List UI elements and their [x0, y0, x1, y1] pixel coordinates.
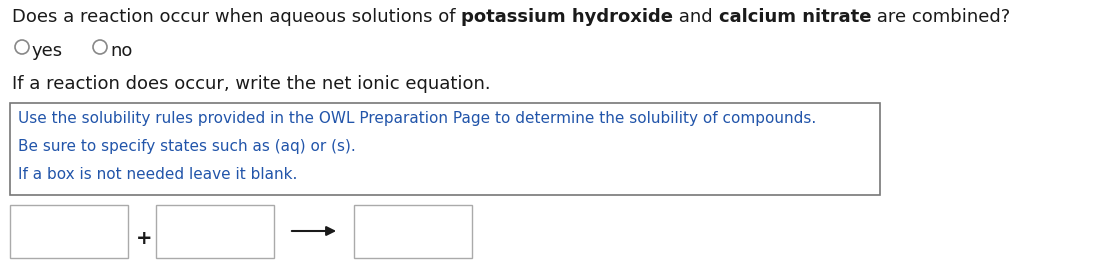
Text: If a reaction does occur, write the net ionic equation.: If a reaction does occur, write the net … — [12, 75, 491, 93]
Text: Use the solubility rules provided in the OWL Preparation Page to determine the s: Use the solubility rules provided in the… — [18, 111, 816, 126]
Bar — [10, 103, 880, 195]
Text: calcium nitrate: calcium nitrate — [719, 8, 871, 26]
Text: yes: yes — [32, 42, 63, 60]
Bar — [354, 205, 472, 258]
Text: +: + — [136, 229, 152, 248]
Text: potassium hydroxide: potassium hydroxide — [462, 8, 673, 26]
Text: and: and — [673, 8, 719, 26]
Bar — [157, 205, 274, 258]
Bar — [10, 205, 127, 258]
Text: are combined?: are combined? — [871, 8, 1011, 26]
Text: If a box is not needed leave it blank.: If a box is not needed leave it blank. — [18, 167, 297, 182]
Text: Does a reaction occur when aqueous solutions of: Does a reaction occur when aqueous solut… — [12, 8, 462, 26]
Text: no: no — [110, 42, 132, 60]
Text: Be sure to specify states such as (aq) or (s).: Be sure to specify states such as (aq) o… — [18, 139, 356, 154]
